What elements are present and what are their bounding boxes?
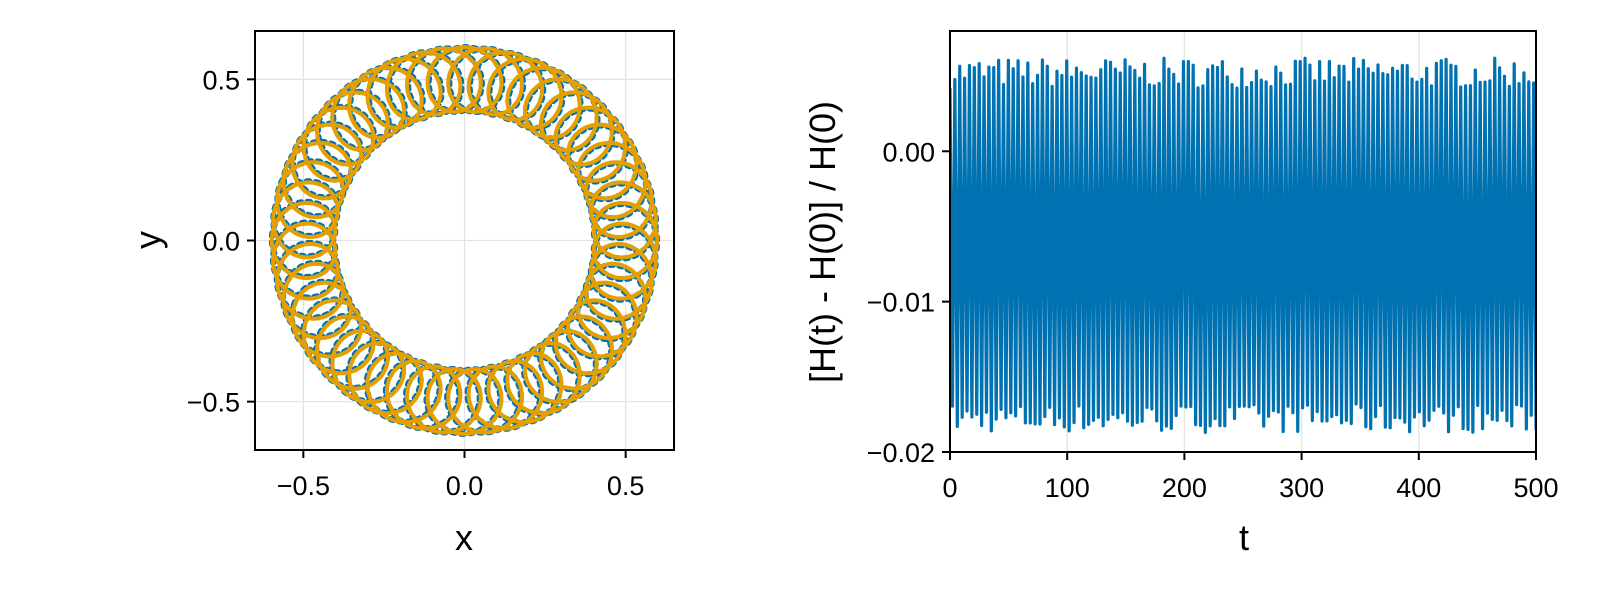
orbit-y-tick-label: 0.5	[202, 65, 240, 95]
orbit-x-tick-label: −0.5	[277, 471, 330, 501]
energy-ticks: 0 100 200 300 400 500 −0.02 −0.01 0.00	[867, 137, 1559, 503]
orbit-grid	[255, 31, 674, 450]
orbit-ticks: −0.5 0.0 0.5 −0.5 0.0 0.5	[187, 65, 645, 501]
orbit-series-orange	[269, 45, 660, 436]
energy-x-tick-label: 0	[942, 473, 957, 503]
orbit-x-tick-label: 0.5	[607, 471, 645, 501]
energy-y-tick-label: −0.02	[867, 438, 935, 468]
energy-axes-frame	[949, 30, 1537, 453]
energy-x-tick-label: 300	[1279, 473, 1324, 503]
orbit-y-tick-label: 0.0	[202, 227, 240, 257]
energy-x-tick-label: 100	[1045, 473, 1090, 503]
energy-error-series	[950, 56, 1536, 435]
energy-panel: 0 100 200 300 400 500 −0.02 −0.01 0.00 t [H(t) -…	[802, 30, 1559, 558]
orbit-y-axis-label: y	[127, 231, 168, 249]
energy-x-tick-label: 500	[1513, 473, 1558, 503]
orbit-y-tick-label: −0.5	[187, 388, 240, 418]
energy-x-tick-label: 400	[1396, 473, 1441, 503]
energy-x-axis-label: t	[1239, 517, 1249, 558]
energy-y-tick-label: −0.01	[867, 288, 935, 318]
energy-y-axis-label: [H(t) - H(0)] / H(0)	[802, 101, 843, 383]
energy-y-tick-label: 0.00	[882, 137, 935, 167]
orbit-x-axis-label: x	[455, 517, 473, 558]
orbit-x-tick-label: 0.0	[446, 471, 484, 501]
orbit-panel: −0.5 0.0 0.5 −0.5 0.0 0.5 x y	[127, 30, 675, 558]
energy-x-tick-label: 200	[1162, 473, 1207, 503]
